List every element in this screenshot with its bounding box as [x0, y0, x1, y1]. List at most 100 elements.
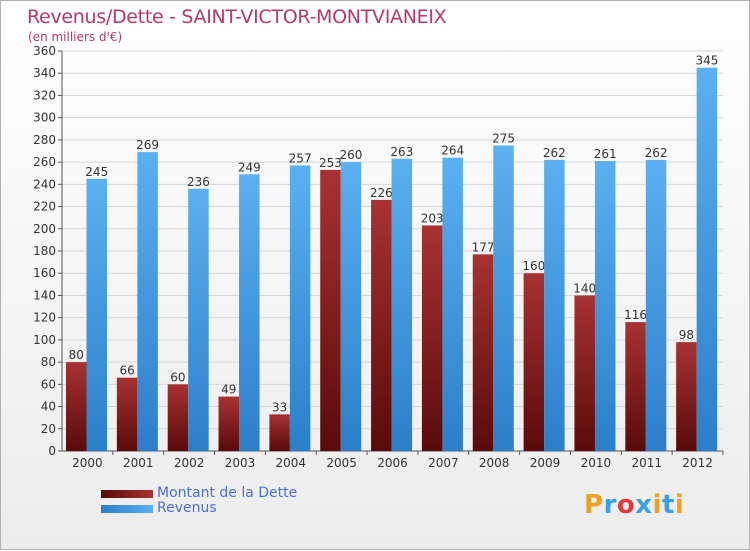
- bar-revenue: [645, 159, 667, 451]
- data-label-debt: 49: [221, 383, 236, 397]
- legend-swatch-revenue: [101, 505, 153, 513]
- bar-revenue: [544, 159, 565, 451]
- bar-debt: [320, 169, 341, 451]
- logo-letter: o: [616, 490, 636, 520]
- data-label-debt: 203: [421, 211, 444, 225]
- x-tick-label: 2003: [225, 456, 256, 470]
- bar-revenue: [289, 165, 311, 451]
- bar-revenue: [137, 152, 158, 451]
- y-tick-label: 320: [33, 88, 56, 102]
- data-label-debt: 98: [679, 328, 694, 342]
- data-label-debt: 253: [319, 156, 342, 170]
- data-label-debt: 66: [119, 364, 134, 378]
- y-tick-label: 200: [33, 222, 56, 236]
- y-tick-label: 220: [33, 200, 56, 214]
- data-label-revenue: 260: [340, 148, 363, 162]
- legend-label-debt: Montant de la Dette: [157, 485, 298, 501]
- bar-revenue: [696, 67, 718, 452]
- data-label-debt: 160: [522, 259, 545, 273]
- y-tick-label: 60: [41, 377, 56, 391]
- data-label-debt: 80: [69, 348, 84, 362]
- data-label-debt: 226: [370, 186, 393, 200]
- bar-revenue: [86, 178, 107, 451]
- bar-debt: [421, 225, 443, 451]
- bar-debt: [676, 342, 697, 451]
- data-label-debt: 116: [624, 308, 647, 322]
- bar-revenue: [188, 188, 209, 451]
- bar-debt: [371, 199, 392, 451]
- y-tick-label: 0: [48, 444, 56, 458]
- y-tick-label: 300: [33, 111, 56, 125]
- logo-letter: x: [635, 490, 653, 520]
- data-label-revenue: 245: [85, 165, 108, 179]
- data-label-debt: 140: [573, 281, 596, 295]
- y-tick-label: 40: [41, 400, 56, 414]
- logo-letter: t: [661, 490, 675, 520]
- x-tick-label: 2009: [530, 456, 561, 470]
- data-label-debt: 177: [472, 240, 495, 254]
- data-label-revenue: 262: [543, 146, 566, 160]
- bar-revenue: [493, 145, 514, 451]
- bar-debt: [472, 254, 494, 451]
- y-tick-label: 80: [41, 355, 56, 369]
- bar-debt: [116, 377, 138, 451]
- data-label-revenue: 269: [136, 138, 159, 152]
- bar-debt: [66, 362, 87, 451]
- bar-revenue: [340, 162, 362, 451]
- y-tick-label: 260: [33, 155, 56, 169]
- bar-revenue: [594, 161, 616, 451]
- logo-letter: i: [674, 490, 685, 520]
- bar-revenue: [239, 174, 260, 452]
- x-tick-label: 2007: [428, 456, 459, 470]
- y-tick-label: 240: [33, 177, 56, 191]
- data-label-revenue: 275: [492, 131, 515, 145]
- bar-debt: [167, 384, 189, 451]
- x-tick-label: 2001: [123, 456, 154, 470]
- data-label-debt: 60: [170, 370, 185, 384]
- bar-revenue: [442, 157, 463, 451]
- data-label-revenue: 257: [289, 151, 312, 165]
- x-tick-label: 2000: [72, 456, 103, 470]
- x-tick-label: 2004: [276, 456, 307, 470]
- chart-title: Revenus/Dette - SAINT-VICTOR-MONTVIANEIX: [27, 6, 447, 28]
- y-tick-label: 180: [33, 244, 56, 258]
- logo-letter: r: [603, 490, 617, 520]
- bar-debt: [269, 414, 290, 451]
- bar-revenue: [391, 158, 413, 451]
- x-tick-label: 2006: [377, 456, 408, 470]
- x-tick-label: 2002: [174, 456, 205, 470]
- y-tick-label: 140: [33, 288, 56, 302]
- chart-subtitle: (en milliers d'€): [28, 30, 123, 44]
- legend-label-revenue: Revenus: [157, 500, 217, 516]
- x-tick-label: 2010: [581, 456, 612, 470]
- bar-debt: [523, 273, 545, 451]
- data-label-revenue: 236: [187, 175, 210, 189]
- data-label-revenue: 262: [645, 146, 668, 160]
- x-tick-label: 2005: [326, 456, 357, 470]
- data-label-revenue: 264: [441, 144, 464, 158]
- data-label-revenue: 263: [390, 145, 413, 159]
- data-label-debt: 33: [272, 400, 287, 414]
- legend-swatch-debt: [101, 490, 153, 498]
- y-tick-label: 340: [33, 66, 56, 80]
- data-label-revenue: 261: [594, 147, 617, 161]
- x-tick-label: 2012: [682, 456, 713, 470]
- bar-debt: [625, 322, 646, 451]
- proxiti-logo: Proxiti: [584, 490, 684, 520]
- data-label-revenue: 345: [695, 54, 718, 68]
- y-tick-label: 100: [33, 333, 56, 347]
- y-tick-label: 360: [33, 44, 56, 58]
- logo-letter: i: [652, 490, 662, 520]
- logo-letter: P: [584, 490, 604, 520]
- y-tick-label: 280: [33, 133, 56, 147]
- x-tick-label: 2008: [479, 456, 510, 470]
- x-tick-label: 2011: [631, 456, 662, 470]
- data-label-revenue: 249: [238, 160, 261, 174]
- y-tick-label: 120: [33, 311, 56, 325]
- y-tick-label: 160: [33, 266, 56, 280]
- bar-debt: [574, 295, 595, 451]
- y-tick-label: 20: [41, 422, 56, 436]
- bar-debt: [218, 396, 240, 451]
